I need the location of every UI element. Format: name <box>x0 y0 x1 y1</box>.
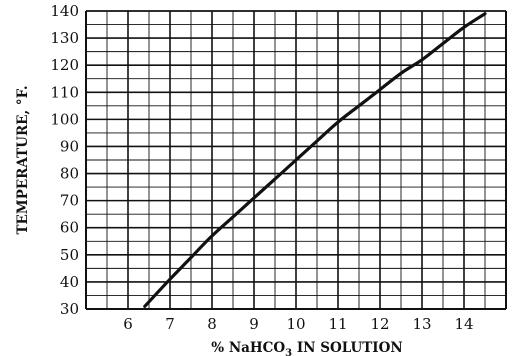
y-tick-label: 140 <box>50 2 79 20</box>
y-tick-label: 70 <box>60 192 79 210</box>
y-tick-label: 100 <box>50 110 79 128</box>
grid <box>85 10 507 310</box>
y-tick-label: 90 <box>60 137 79 155</box>
x-tick-label: 14 <box>454 315 473 333</box>
y-tick-label: 50 <box>60 246 79 264</box>
y-axis-title: TEMPERATURE, °F. <box>15 85 31 234</box>
y-tick-label: 130 <box>50 29 79 47</box>
y-tick-label: 40 <box>60 273 79 291</box>
series-line <box>143 12 487 308</box>
x-tick-label: 11 <box>328 315 347 333</box>
x-tick-label: 9 <box>249 315 259 333</box>
y-tick-label: 120 <box>50 56 79 74</box>
y-tick-label: 80 <box>60 165 79 183</box>
y-tick-label: 30 <box>60 300 79 318</box>
x-tick-label: 6 <box>123 315 133 333</box>
x-tick-label: 10 <box>286 315 305 333</box>
x-tick-label: 8 <box>207 315 217 333</box>
x-tick-label: 12 <box>370 315 389 333</box>
x-axis-title: % NaHCO3 IN SOLUTION <box>211 340 402 356</box>
y-tick-label: 110 <box>50 83 79 101</box>
x-tick-label: 7 <box>165 315 175 333</box>
tick-labels: 30 40 50 60 70 80 90 100 110 120 130 140 6 7 8 9 10 11 12 1… <box>50 2 473 333</box>
x-tick-label: 13 <box>412 315 431 333</box>
y-tick-label: 60 <box>60 219 79 237</box>
